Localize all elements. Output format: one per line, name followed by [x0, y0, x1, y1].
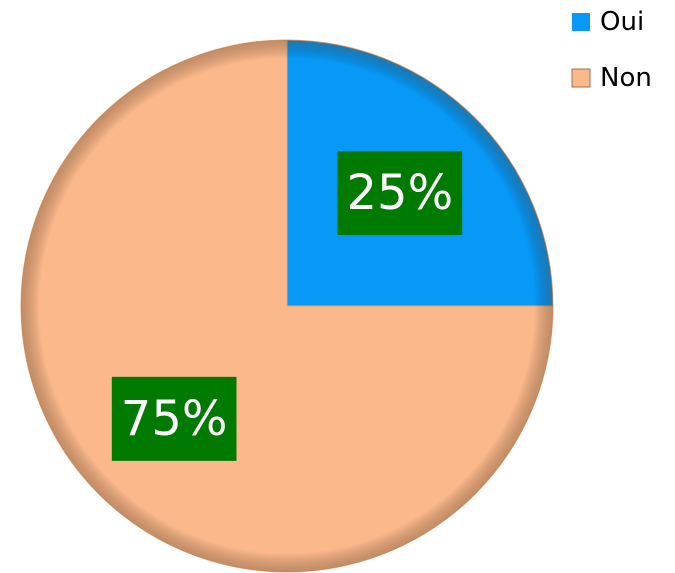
legend-label: Oui	[600, 7, 644, 37]
pie	[20, 39, 554, 573]
label-box	[337, 151, 463, 236]
pie-bevel	[21, 40, 553, 572]
legend: Oui Non	[571, 7, 652, 93]
data-label: 25%	[347, 165, 454, 221]
legend-swatch	[571, 68, 591, 88]
legend-label: Non	[600, 63, 652, 93]
data-label: 75%	[121, 391, 228, 447]
data-labels: 25% 75%	[111, 151, 463, 461]
label-box	[111, 376, 237, 461]
legend-swatch	[572, 13, 590, 31]
